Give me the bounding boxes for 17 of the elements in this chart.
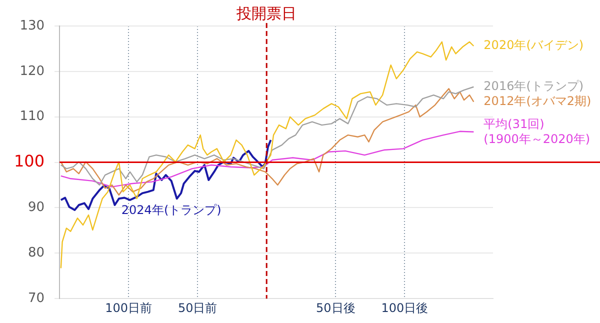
y-tick-label: 90 — [28, 200, 45, 216]
y-tick-label: 120 — [20, 64, 45, 79]
y-tick-label: 130 — [20, 18, 45, 34]
series-label: 2020年(バイデン) — [484, 38, 584, 52]
x-tick-label: 50日後 — [316, 300, 356, 315]
ref-line-label: 投開票日 — [236, 4, 297, 22]
x-tick-label: 100日後 — [381, 300, 428, 315]
series-label: 2016年(トランプ) — [484, 79, 584, 94]
series-label: 2012年(オバマ2期) — [484, 94, 592, 108]
x-tick-label: 50日前 — [178, 300, 218, 315]
y-tick-label: 80 — [28, 246, 45, 261]
series-label: 平均(31回) (1900年～2020年) — [484, 116, 590, 146]
x-tick-label: 100日前 — [105, 300, 152, 315]
series-label: 2024年(トランプ) — [121, 203, 222, 218]
y-tick-label: 70 — [28, 290, 45, 306]
y-tick-label: 110 — [20, 109, 45, 124]
y-tick-label: 100 — [14, 151, 45, 170]
